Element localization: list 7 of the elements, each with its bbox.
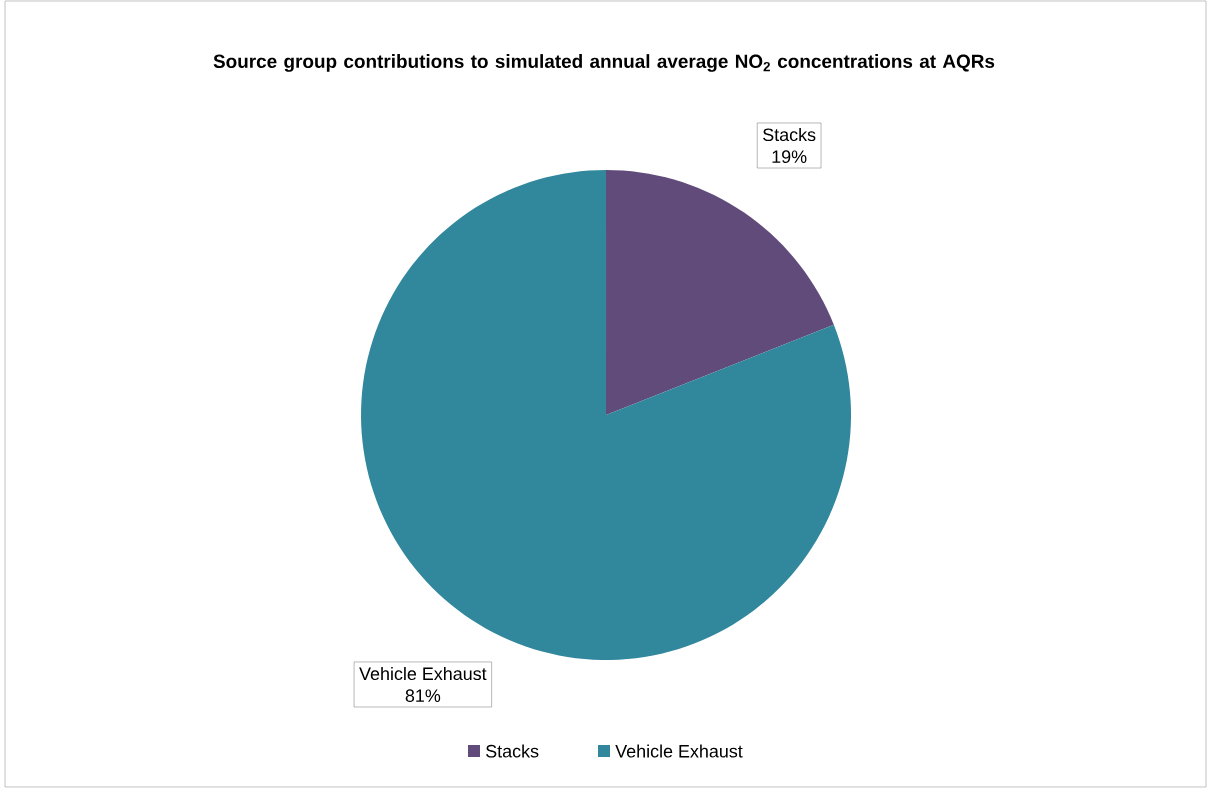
data-label: 81% [405,689,441,703]
data-label: 19% [772,150,807,164]
chart-title: Source group contributions to simulated annual average NO$_{2}$ concentrations at AQRs [213,54,995,72]
slice-label: Vehicle Exhaust [359,666,487,681]
slice-label: Stacks [763,127,816,142]
legend-label: Stacks [486,744,539,758]
legend-label: Vehicle Exhaust [615,744,743,758]
